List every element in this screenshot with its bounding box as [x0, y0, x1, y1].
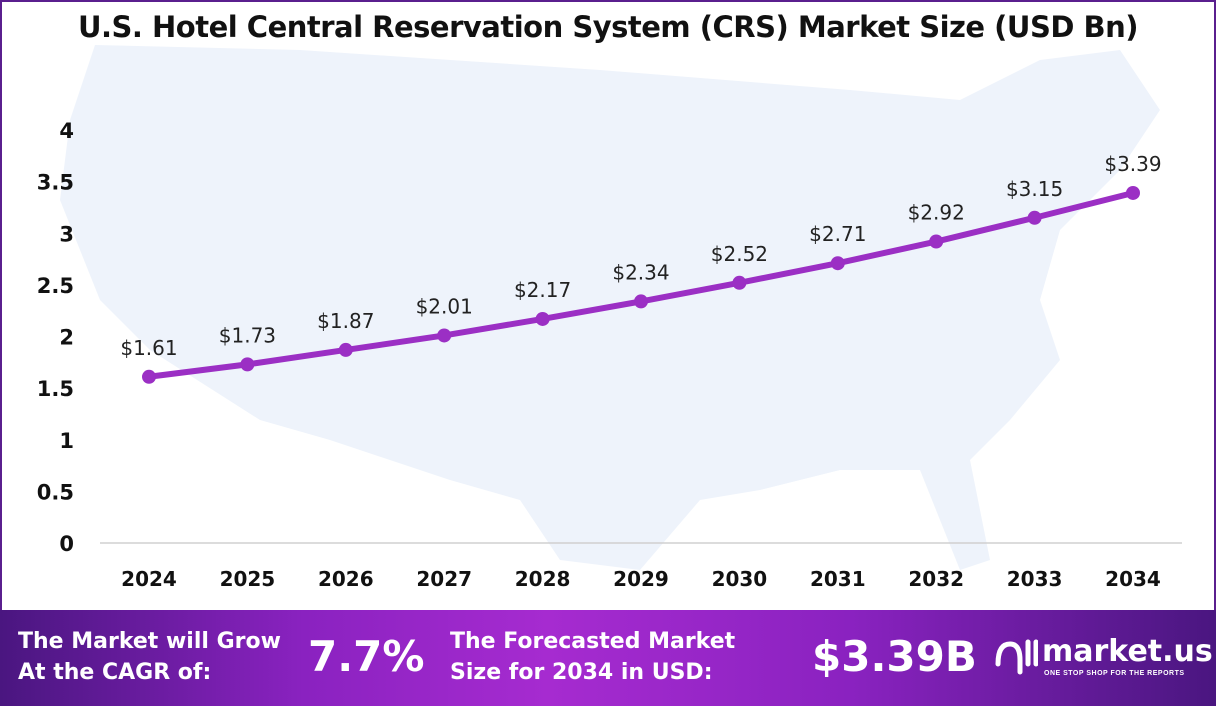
- data-point: [240, 357, 255, 372]
- cagr-value: 7.7%: [308, 632, 425, 681]
- x-tick-label: 2030: [712, 567, 768, 591]
- x-tick-label: 2031: [810, 567, 866, 591]
- y-tick-label: 2: [59, 326, 74, 350]
- y-tick-label: 4: [59, 119, 74, 143]
- x-tick-label: 2027: [416, 567, 472, 591]
- data-label: $1.73: [219, 323, 276, 347]
- y-tick-label: 0: [59, 532, 74, 556]
- data-point: [437, 328, 452, 343]
- y-tick-label: 0.5: [37, 480, 74, 504]
- data-point: [1027, 210, 1042, 225]
- data-point: [732, 275, 747, 290]
- x-tick-label: 2033: [1007, 567, 1063, 591]
- cagr-label-line2: At the CAGR of:: [18, 660, 212, 685]
- data-point: [338, 342, 353, 357]
- data-label: $2.92: [908, 201, 965, 225]
- data-label: $3.39: [1104, 152, 1161, 176]
- data-label: $1.61: [120, 336, 177, 360]
- logo-tagline: ONE STOP SHOP FOR THE REPORTS: [1044, 670, 1185, 677]
- data-label: $2.52: [711, 242, 768, 266]
- data-point: [1126, 185, 1140, 200]
- y-tick-label: 1.5: [37, 377, 74, 401]
- logo-name: market.us: [1042, 634, 1213, 669]
- chart-title: U.S. Hotel Central Reservation System (C…: [77, 10, 1139, 44]
- data-point: [142, 369, 156, 384]
- data-label: $1.87: [317, 309, 374, 333]
- x-tick-label: 2025: [220, 567, 276, 591]
- forecast-value: $3.39B: [812, 632, 977, 681]
- x-tick-label: 2029: [613, 567, 669, 591]
- data-point: [929, 234, 944, 249]
- data-label: $2.71: [809, 222, 866, 246]
- forecast-label: The Forecasted Market Size for 2034 in U…: [450, 626, 735, 688]
- data-point: [830, 256, 845, 271]
- data-point: [535, 311, 550, 326]
- x-tick-label: 2032: [908, 567, 964, 591]
- forecast-label-line1: The Forecasted Market: [450, 629, 736, 654]
- market-us-logo: market.us ONE STOP SHOP FOR THE REPORTS: [992, 634, 1213, 683]
- footer-banner: The Market will Grow At the CAGR of: 7.7…: [0, 610, 1216, 706]
- x-tick-label: 2028: [515, 567, 571, 591]
- line-chart: 0 0.5 1 1.5 2 2.5 3 3.5 4 2024 2025 2026 2027 2028 202…: [37, 45, 1182, 591]
- y-tick-label: 3: [59, 222, 74, 246]
- data-label: $2.01: [416, 294, 473, 318]
- cagr-label: The Market will Grow At the CAGR of:: [18, 626, 281, 688]
- logo-icon: [995, 639, 1039, 675]
- data-point: [634, 294, 648, 309]
- y-tick-label: 1: [59, 429, 74, 453]
- data-label: $2.17: [514, 278, 571, 302]
- y-tick-label: 3.5: [37, 171, 74, 195]
- x-tick-label: 2024: [121, 567, 177, 591]
- data-label: $2.34: [612, 260, 669, 284]
- forecast-label-line2: Size for 2034 in USD:: [450, 660, 713, 685]
- data-label: $3.15: [1006, 177, 1063, 201]
- x-tick-label: 2026: [318, 567, 374, 591]
- x-tick-label: 2034: [1105, 567, 1161, 591]
- y-tick-label: 2.5: [37, 274, 74, 298]
- cagr-label-line1: The Market will Grow: [18, 629, 281, 654]
